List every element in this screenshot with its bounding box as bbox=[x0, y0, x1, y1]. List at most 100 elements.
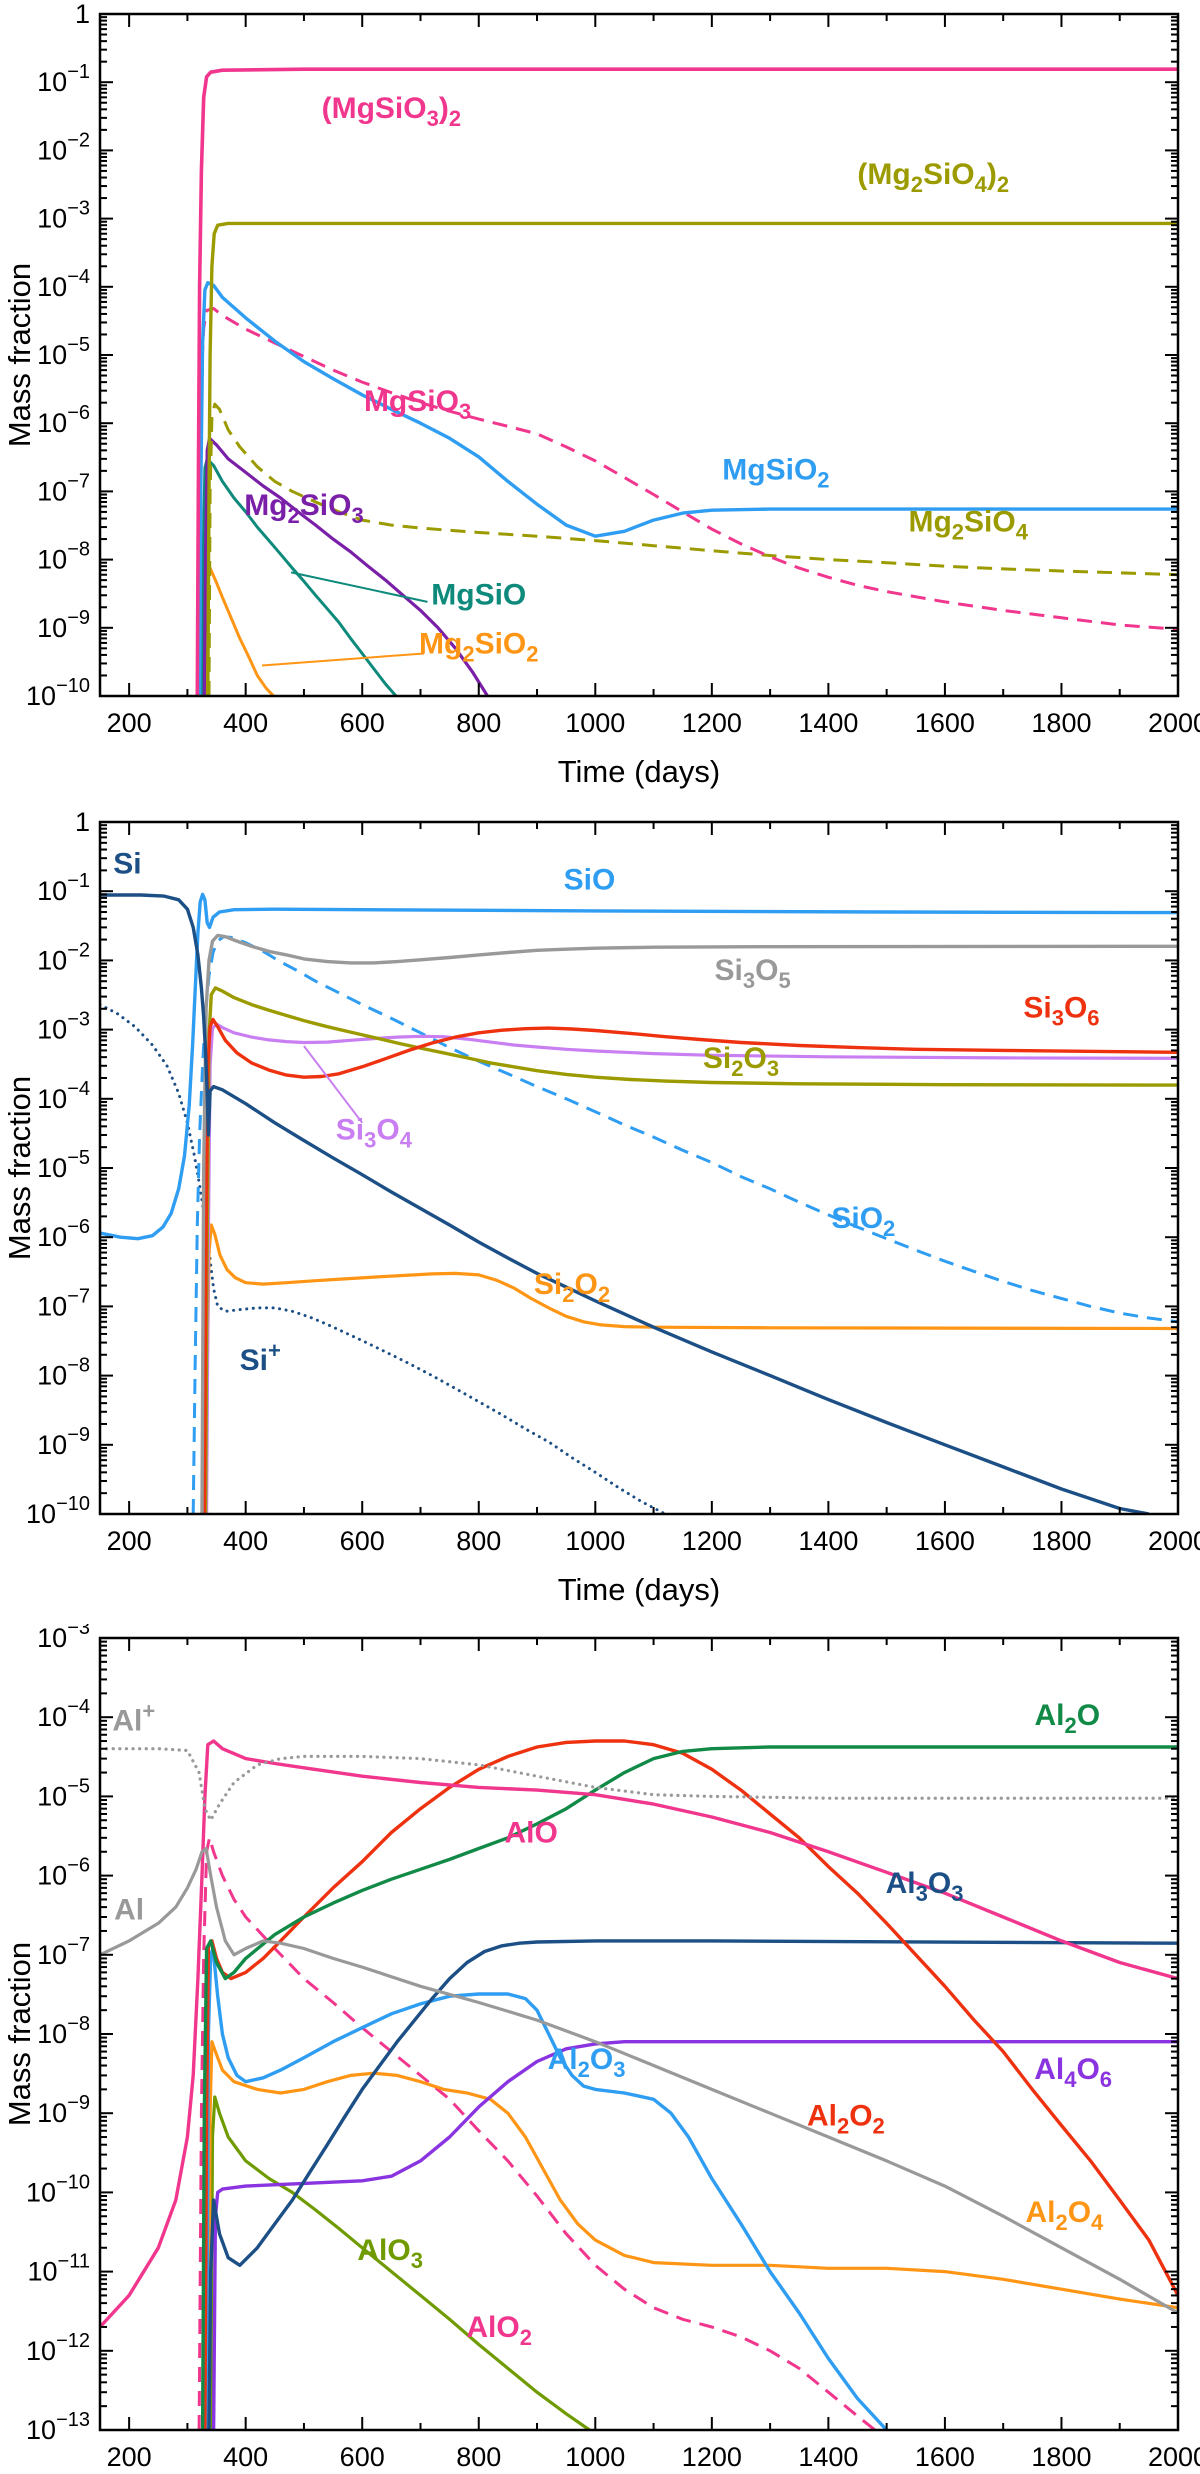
x-tick-label: 1400 bbox=[798, 708, 858, 738]
x-tick-label: 1800 bbox=[1031, 2442, 1091, 2472]
y-tick-label: 10−4 bbox=[37, 1696, 90, 1732]
curve-label-mgsio-2: MgSiO2 bbox=[722, 453, 829, 492]
y-tick-label: 10−7 bbox=[37, 1285, 90, 1321]
curve-label-si-3o-4: Si3O4 bbox=[336, 1113, 413, 1152]
y-axis-title: Mass fraction bbox=[2, 263, 37, 447]
curve-label-sio: SiO bbox=[564, 864, 616, 897]
series-si bbox=[100, 893, 1150, 1514]
y-axis-title: Mass fraction bbox=[2, 1076, 37, 1260]
curve-label-alo-3: AlO3 bbox=[357, 2234, 423, 2273]
y-tick-label: 10−13 bbox=[26, 2409, 90, 2445]
y-tick-label: 10−3 bbox=[37, 198, 90, 234]
x-tick-label: 1200 bbox=[682, 2442, 742, 2472]
curve-label-al-2o: Al2O bbox=[1034, 1699, 1100, 1738]
curve-label-al-2o-4: Al2O4 bbox=[1025, 2196, 1104, 2235]
series-si3o5 bbox=[200, 933, 1178, 1514]
annotation-leader bbox=[303, 1045, 364, 1124]
curve-label-mg-2sio-3: Mg2SiO3 bbox=[244, 489, 364, 528]
x-tick-label: 1400 bbox=[798, 1526, 858, 1556]
x-tick-label: 1000 bbox=[565, 708, 625, 738]
x-tick-label: 400 bbox=[223, 1526, 268, 1556]
y-tick-label: 10−7 bbox=[37, 1934, 90, 1970]
x-tick-label: 1000 bbox=[565, 2442, 625, 2472]
curve-label-mgsio-3-2: (MgSiO3)2 bbox=[322, 92, 461, 131]
curve-label-al: Al bbox=[114, 1893, 144, 1926]
series-al2o2 bbox=[203, 1739, 1178, 2430]
x-tick-label: 1000 bbox=[565, 1526, 625, 1556]
series-mg2sio2 bbox=[203, 566, 275, 696]
series-mg2sio3 bbox=[202, 436, 489, 696]
y-tick-label: 10−12 bbox=[26, 2330, 90, 2366]
series-mgsio3-2 bbox=[195, 67, 1178, 696]
series-al bbox=[100, 1846, 1178, 2315]
y-axis-title: Mass fraction bbox=[2, 1942, 37, 2126]
y-tick-label: 10−4 bbox=[37, 266, 90, 302]
plot-area-mg-si-o-clusters bbox=[195, 67, 1178, 696]
curve-label-al-3o-3: Al3O3 bbox=[886, 1867, 964, 1906]
y-tick-label: 10−5 bbox=[37, 334, 90, 370]
series-si2o2 bbox=[204, 1223, 1178, 1514]
y-tick-label: 10−1 bbox=[37, 870, 90, 906]
y-tick-label: 10−6 bbox=[37, 1855, 90, 1891]
chart-panel-mg-si-o-clusters: (MgSiO3)2 (Mg2SiO4)2 MgSiO3 MgSiO2 Mg2SiO4 Mg… bbox=[2, 0, 1200, 789]
x-tick-label: 600 bbox=[340, 1526, 385, 1556]
y-tick-label: 10−10 bbox=[26, 675, 90, 711]
series-alo bbox=[100, 1739, 1178, 2329]
curve-label-alo: AlO bbox=[505, 1817, 558, 1850]
y-tick-label: 10−8 bbox=[37, 2013, 90, 2049]
y-tick-label: 10−11 bbox=[28, 2251, 91, 2287]
axis-ticks bbox=[100, 13, 1179, 697]
curve-label-si-2o-2: Si2O2 bbox=[534, 1268, 610, 1307]
curve-label-si-2o-3: Si2O3 bbox=[703, 1042, 779, 1081]
plot-area-si-o-clusters bbox=[100, 892, 1178, 1514]
axis-ticks bbox=[100, 821, 1179, 1515]
y-tick-label: 10−5 bbox=[37, 1147, 90, 1183]
curve-label-al-2o-3: Al2O3 bbox=[548, 2043, 626, 2082]
y-tick-label: 10−4 bbox=[37, 1078, 90, 1114]
y-tick-label: 10−2 bbox=[37, 129, 90, 165]
curve-label-si-3o-6: Si3O6 bbox=[1023, 991, 1099, 1030]
curve-label-mgsio-3: MgSiO3 bbox=[364, 385, 471, 424]
curve-label-al-4o-6: Al4O6 bbox=[1034, 2053, 1112, 2092]
x-tick-label: 2000 bbox=[1148, 708, 1200, 738]
x-tick-label: 400 bbox=[223, 2442, 268, 2472]
curve-label-mg-2sio-4: Mg2SiO4 bbox=[908, 505, 1028, 544]
curve-label-sio-2: SiO2 bbox=[831, 1202, 895, 1241]
series-mg2sio4 bbox=[207, 402, 1178, 696]
x-tick-label: 200 bbox=[107, 708, 152, 738]
x-tick-label: 1800 bbox=[1031, 708, 1091, 738]
y-tick-label: 10−2 bbox=[37, 939, 90, 975]
y-tick-label: 10−7 bbox=[37, 470, 90, 506]
series-alo3 bbox=[209, 2095, 591, 2430]
series-alo2 bbox=[197, 1836, 876, 2430]
tick-labels: 200 400 600 800 1000 1200 1400 1600 1800 2000 1 10−… bbox=[26, 0, 1200, 738]
x-tick-label: 800 bbox=[456, 1526, 501, 1556]
x-tick-label: 200 bbox=[107, 2442, 152, 2472]
axes-frame bbox=[98, 12, 1180, 698]
series-al2o3 bbox=[204, 1946, 888, 2430]
axis-ticks bbox=[100, 1637, 1179, 2431]
series-al3o3 bbox=[207, 1939, 1178, 2430]
y-tick-label: 1 bbox=[75, 807, 90, 837]
series-si3o4 bbox=[205, 1022, 1178, 1514]
x-axis-title: Time (days) bbox=[558, 1572, 720, 1607]
series-mg2sio4-2 bbox=[206, 221, 1178, 696]
y-tick-label: 10−8 bbox=[37, 539, 90, 575]
y-tick-label: 10−10 bbox=[26, 1493, 90, 1529]
y-tick-label: 10−5 bbox=[37, 1775, 90, 1811]
y-tick-label: 10−8 bbox=[37, 1355, 90, 1391]
curve-label-al-2o-2: Al2O2 bbox=[807, 2099, 885, 2138]
series-si2o3 bbox=[203, 986, 1178, 1514]
y-tick-label: 10−9 bbox=[37, 2092, 90, 2128]
curve-label-si: Si bbox=[113, 848, 141, 881]
y-tick-label: 10−6 bbox=[37, 402, 90, 438]
axes-frame bbox=[98, 820, 1180, 1516]
curve-label-mgsio: MgSiO bbox=[431, 578, 526, 611]
curve-label-si: Si+ bbox=[240, 1338, 281, 1377]
annotation-leader bbox=[290, 571, 428, 603]
series-si bbox=[100, 1003, 667, 1514]
tick-labels: 200 400 600 800 1000 1200 1400 1600 1800 2000 1 10−… bbox=[26, 807, 1200, 1556]
y-tick-label: 10−3 bbox=[37, 1009, 90, 1045]
x-tick-label: 1600 bbox=[915, 2442, 975, 2472]
